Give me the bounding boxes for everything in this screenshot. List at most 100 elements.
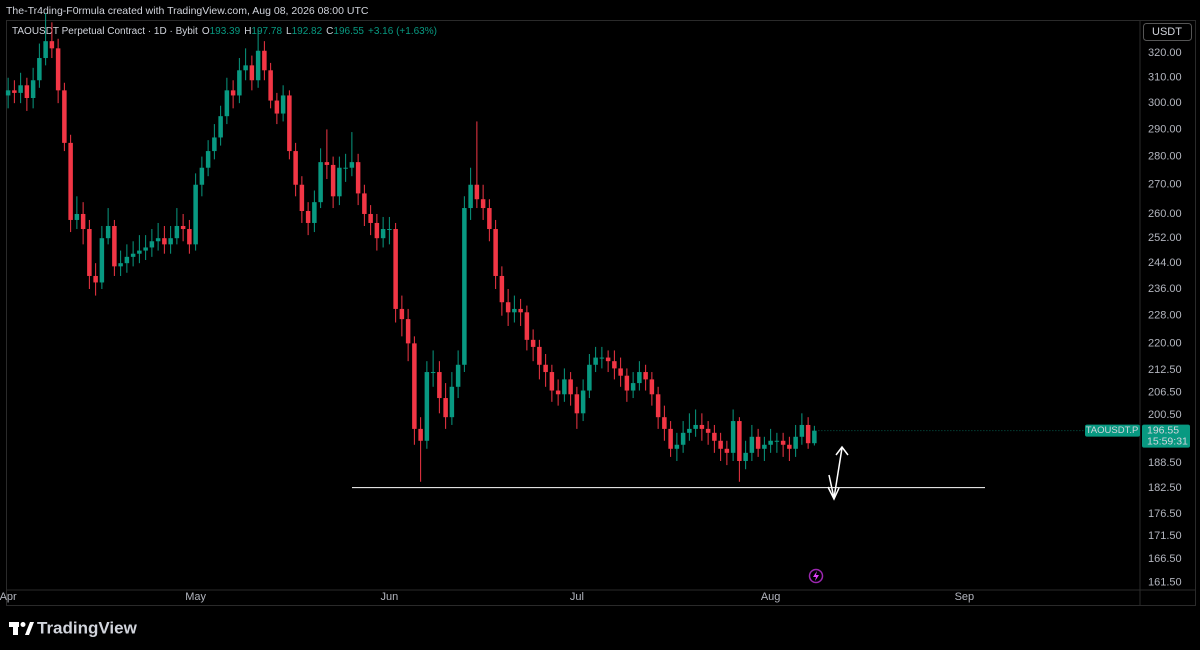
candle-body [737,421,742,461]
candle-body [787,444,792,449]
candle-body [474,184,480,200]
candle-body [680,432,686,445]
candle-body [612,361,617,369]
candle-body [524,312,530,340]
candle-body [662,417,667,429]
candle-body [599,357,605,359]
candle-body [337,167,342,197]
candle-body [93,275,98,283]
countdown-label: 15:59:31 [1147,435,1188,447]
candle-body [349,162,355,168]
x-tick-label: Jul [570,591,584,603]
y-tick-label: 228.00 [1148,310,1182,322]
y-tick-label: 200.50 [1148,409,1182,421]
event-icon[interactable] [808,568,824,584]
candle-body [30,80,36,99]
candle-body [743,452,748,461]
candle-body [593,357,598,365]
candle-body [655,394,661,418]
candle-body [624,375,630,391]
price-label: 196.55 [1147,424,1179,436]
y-tick-label: 280.00 [1148,150,1182,162]
candle-body [530,339,536,347]
candle-body [143,247,148,251]
candle-body [718,440,723,449]
ohlc-letter: C [326,26,333,37]
price-badge [1142,424,1190,448]
candle-body [674,444,680,449]
candle-body [437,372,442,399]
y-tick-label: 182.50 [1148,482,1182,494]
ohlc-value: 192.82 [292,26,323,37]
candle-body [193,184,198,245]
candle-body [730,421,736,453]
candle-body [218,116,223,138]
candle-body [299,184,305,212]
candle-body [574,394,580,414]
candle-body [487,208,492,230]
candle-body [462,208,467,365]
candle-body [187,229,192,245]
candle-body [480,199,486,209]
candle-body [12,90,17,93]
candle-body [49,41,55,49]
candle-body [430,372,436,374]
candle-body [780,440,786,445]
candle-body [368,213,373,223]
y-tick-label: 260.00 [1148,208,1182,220]
candle-body [149,241,155,248]
candle-body [99,238,105,283]
candle-body [580,390,586,414]
candle-body [343,167,348,169]
y-tick-label: 188.50 [1148,457,1182,469]
candle-body [374,222,380,239]
logo-mark [13,622,18,635]
candle-body [118,263,123,267]
candle-body [637,372,642,384]
candle-body [243,65,248,71]
candle-body [280,95,286,114]
candle-body [249,65,255,81]
candle-body [812,430,817,444]
currency-button[interactable] [1143,23,1192,41]
candle-body [393,229,398,309]
y-tick-label: 220.00 [1148,337,1182,349]
candle-body [68,142,73,220]
candle-body [199,167,205,185]
y-tick-label: 236.00 [1148,283,1182,295]
candle-body [505,302,511,313]
candle-body [774,440,780,442]
y-tick-label: 300.00 [1148,97,1182,109]
candle-body [168,238,173,245]
candle-body [443,398,448,418]
x-tick-label: Sep [955,591,975,603]
candle-body [224,90,230,117]
candle-body [174,225,180,239]
candle-body [768,440,773,445]
candle-body [643,372,648,380]
candle-body [130,253,136,257]
candle-body [568,379,573,395]
currency[interactable]: USDT [1152,26,1182,38]
candle-body [649,379,655,395]
attribution: The-Tr4ding-F0rmula created with Trading… [6,5,369,17]
ohlc-value: 196.55 [333,26,364,37]
candle-body [43,41,48,59]
symbol: TAOUSDT Perpetual Contract · 1D · Bybit [12,26,198,37]
y-tick-label: 212.50 [1148,364,1182,376]
candle-body [618,368,623,376]
candle-body [630,383,636,391]
candle-body [449,386,455,418]
candle-body [412,343,417,429]
candle-body [687,428,692,433]
candle-body [268,70,273,101]
y-tick-label: 270.00 [1148,179,1182,191]
candle-body [405,319,411,344]
candle-body [355,162,361,194]
y-tick-label: 161.50 [1148,577,1182,589]
ohlc-value: 193.39 [210,26,241,37]
arrow-up [833,445,849,499]
candle-body [312,202,317,223]
candle-body [162,238,167,245]
candle-body [555,390,561,395]
